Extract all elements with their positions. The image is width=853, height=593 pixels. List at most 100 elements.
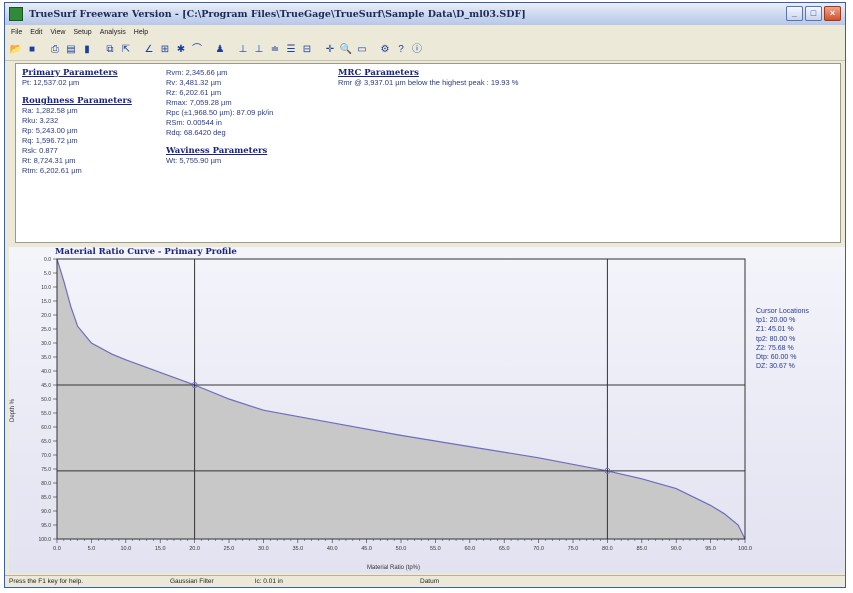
y-tick-label: 45.0 [41, 383, 51, 389]
x-tick-label: 5.0 [88, 546, 96, 552]
y-tick-label: 20.0 [41, 313, 51, 319]
chart-title: Material Ratio Curve - Primary Profile [55, 247, 237, 257]
y-tick-label: 75.0 [41, 467, 51, 473]
title-bar[interactable]: TrueSurf Freeware Version - [C:\Program … [5, 3, 845, 25]
primary-parameters-header: Primary Parameters [22, 68, 118, 78]
param-rtm: Rtm: 6,202.61 µm [22, 166, 82, 175]
y-tick-label: 100.0 [38, 537, 51, 543]
x-tick-label: 80.0 [602, 546, 613, 552]
x-tick-label: 75.0 [568, 546, 579, 552]
x-tick-label: 90.0 [671, 546, 682, 552]
y-tick-label: 40.0 [41, 369, 51, 375]
param-rq: Rq: 1,596.72 µm [22, 136, 78, 145]
settings-icon[interactable]: ⚙ [380, 43, 390, 55]
y-tick-label: 85.0 [41, 495, 51, 501]
status-bar: Press the F1 key for help. Gaussian Filt… [5, 575, 845, 588]
param-rpc: Rpc (±1,968.50 µm): 87.09 pk/in [166, 108, 274, 117]
y-tick-label: 95.0 [41, 523, 51, 529]
x-tick-label: 65.0 [499, 546, 510, 552]
grid-icon[interactable]: ⊟ [302, 43, 312, 55]
measure-icon[interactable]: ⊞ [160, 43, 170, 55]
param-rsm: RSm: 0.00544 in [166, 118, 222, 127]
param-rvm: Rvm: 2,345.66 µm [166, 68, 228, 77]
cursor-z2: Z2: 75.68 % [756, 344, 794, 352]
y-tick-label: 5.0 [44, 271, 51, 277]
level2-icon[interactable]: ⊥ [254, 43, 264, 55]
x-tick-label: 20.0 [189, 546, 200, 552]
about-icon[interactable]: ⓘ [412, 43, 422, 55]
menu-view[interactable]: View [50, 28, 66, 36]
material-ratio-chart[interactable]: 0.0 5.0 10.0 15.0 20.0 25.0 30.0 35.0 40.0 45.0 50… [9, 247, 845, 573]
y-tick-label: 80.0 [41, 481, 51, 487]
y-tick-label: 30.0 [41, 341, 51, 347]
status-filter: Gaussian Filter [170, 578, 214, 585]
person-icon[interactable]: ♟ [215, 43, 225, 55]
primary-parameters-column: Primary Parameters Pt: 12,537.02 µm Roug… [22, 68, 132, 176]
roughness-parameters-column-2: Rvm: 2,345.66 µm Rv: 3,481.32 µm Rz: 6,2… [166, 68, 273, 166]
x-tick-label: 40.0 [327, 546, 338, 552]
x-tick-label: 45.0 [361, 546, 372, 552]
open-icon[interactable]: 📂 [9, 43, 23, 55]
x-axis-label: Material Ratio (tp%) [367, 565, 421, 571]
x-tick-label: 30.0 [258, 546, 269, 552]
param-rdq: Rdq: 68.6420 deg [166, 128, 226, 137]
profile-icon[interactable]: ✱ [176, 43, 186, 55]
param-wt: Wt: 5,755.90 µm [166, 156, 222, 165]
param-rp: Rp: 5,243.00 µm [22, 126, 78, 135]
y-tick-label: 55.0 [41, 411, 51, 417]
maximize-button[interactable]: □ [805, 6, 822, 21]
x-tick-label: 15.0 [155, 546, 166, 552]
levels-icon[interactable]: ☰ [286, 43, 296, 55]
crosshair-icon[interactable]: ✛ [325, 43, 335, 55]
copy-icon[interactable]: ⧉ [106, 43, 114, 55]
folder-icon[interactable]: ▮ [84, 43, 90, 55]
print-icon[interactable]: ⎙ [51, 43, 59, 55]
x-tick-label: 35.0 [292, 546, 303, 552]
chart-area: Material Ratio Curve - Primary Profile D… [9, 247, 845, 573]
app-icon [9, 7, 23, 21]
x-tick-label: 70.0 [533, 546, 544, 552]
mrc-parameters-column: MRC Parameters Rmr @ 3,937.01 µm below t… [338, 68, 518, 88]
param-rku: Rku: 3.232 [22, 116, 59, 125]
menu-file[interactable]: File [11, 28, 23, 36]
menu-help[interactable]: Help [133, 28, 149, 36]
y-tick-label: 15.0 [41, 299, 51, 305]
cursor-point-1 [191, 382, 198, 389]
material-ratio-curve [56, 258, 746, 540]
y-tick-label: 65.0 [41, 439, 51, 445]
x-tick-label: 95.0 [705, 546, 716, 552]
y-tick-label: 50.0 [41, 397, 51, 403]
y-tick-label: 35.0 [41, 355, 51, 361]
export-icon[interactable]: ⇱ [121, 43, 131, 55]
menu-edit[interactable]: Edit [30, 28, 43, 36]
roughness-parameters-header: Roughness Parameters [22, 96, 132, 106]
param-rmax: Rmax: 7,059.28 µm [166, 98, 232, 107]
param-pt: Pt: 12,537.02 µm [22, 78, 80, 87]
y-tick-label: 10.0 [41, 285, 51, 291]
close-button[interactable]: × [824, 6, 841, 21]
zoom-icon[interactable]: 🔍 [339, 43, 353, 55]
parameters-panel: Primary Parameters Pt: 12,537.02 µm Roug… [15, 63, 841, 243]
save-icon[interactable]: ■ [28, 43, 36, 55]
y-tick-label: 60.0 [41, 425, 51, 431]
material-ratio-area [57, 259, 745, 539]
menu-analysis[interactable]: Analysis [99, 28, 126, 36]
window-icon[interactable]: ▭ [357, 43, 367, 55]
window-title: TrueSurf Freeware Version - [C:\Program … [29, 8, 526, 20]
cursor-dz: DZ: 30.67 % [756, 363, 795, 371]
param-rmr: Rmr @ 3,937.01 µm below the highest peak… [338, 78, 519, 87]
help-icon[interactable]: ? [398, 43, 404, 55]
toolbar: 📂 ■ ⎙ ▤ ▮ ⧉ ⇱ ∠ ⊞ ✱ ⌒ ♟ ⊥ ⊥ ≐ ☰ ⊟ ✛ 🔍 ▭ … [5, 39, 845, 61]
menu-bar: File Edit View Setup Analysis Help [5, 25, 845, 39]
line-tool-icon[interactable]: ∠ [144, 43, 154, 55]
curve-icon[interactable]: ⌒ [192, 43, 202, 55]
minimize-button[interactable]: _ [786, 6, 803, 21]
y-tick-label: 0.0 [44, 257, 51, 263]
x-tick-label: 0.0 [53, 546, 61, 552]
level3-icon[interactable]: ≐ [270, 43, 280, 55]
param-rv: Rv: 3,481.32 µm [166, 78, 222, 87]
level-icon[interactable]: ⊥ [238, 43, 248, 55]
menu-setup[interactable]: Setup [73, 28, 92, 36]
print-preview-icon[interactable]: ▤ [66, 43, 76, 55]
app-window: TrueSurf Freeware Version - [C:\Program … [4, 2, 846, 588]
